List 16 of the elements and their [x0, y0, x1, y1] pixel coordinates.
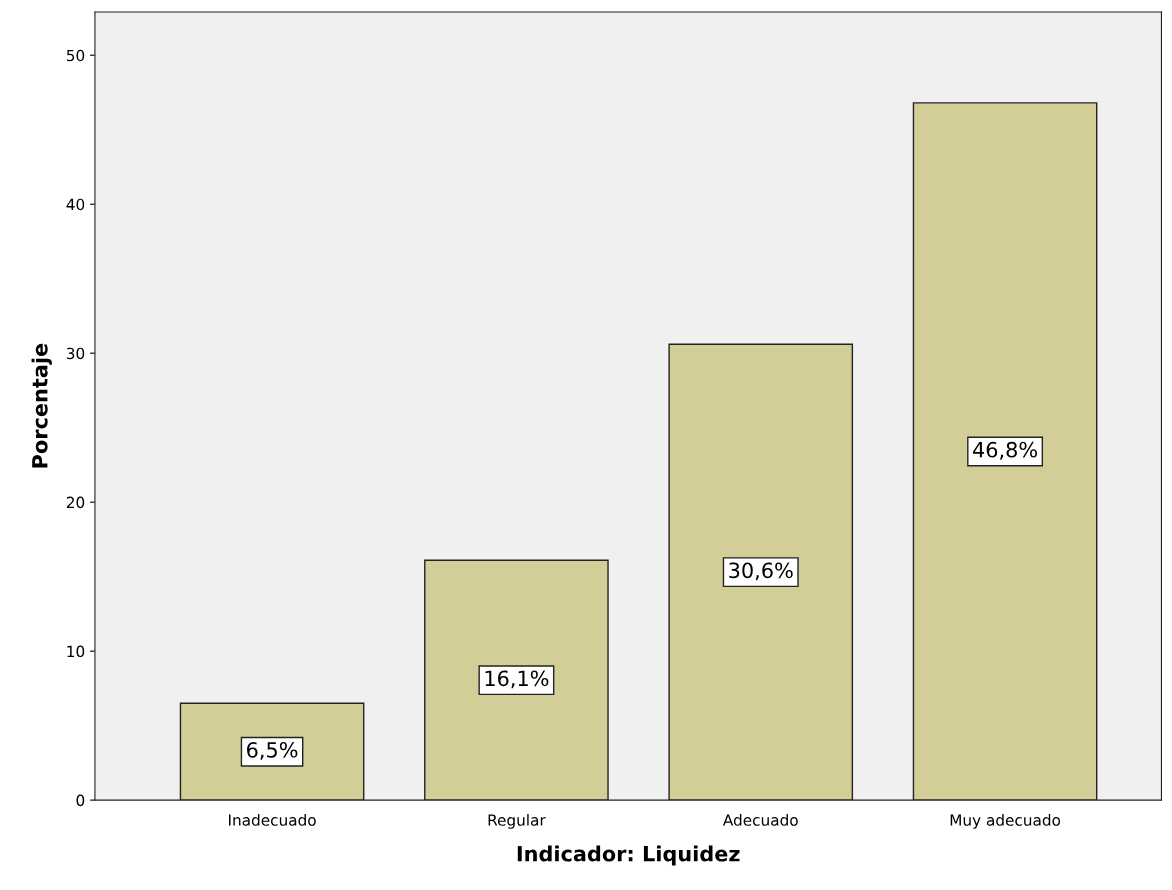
x-tick-label: Inadecuado	[229, 814, 316, 826]
y-tick-label: 40	[66, 198, 85, 211]
data-label: 46,8%	[973, 441, 1038, 460]
y-tick-label: 30	[66, 347, 85, 360]
y-tick-label: 50	[66, 49, 85, 62]
data-label: 30,6%	[729, 562, 793, 581]
y-tick-label: 20	[66, 496, 85, 509]
x-tick-label: Adecuado	[722, 814, 798, 826]
y-tick-label: 10	[67, 645, 85, 658]
y-tick-label: 0	[76, 794, 85, 807]
x-axis-title: Indicador: Liquidez	[517, 845, 740, 866]
x-tick-label: Regular	[488, 814, 546, 829]
data-label: 16,1%	[485, 670, 549, 689]
data-label: 6,5%	[247, 741, 298, 760]
x-tick-label: Muy adecuado	[950, 814, 1061, 829]
y-axis-title: Porcentaje	[31, 343, 52, 468]
